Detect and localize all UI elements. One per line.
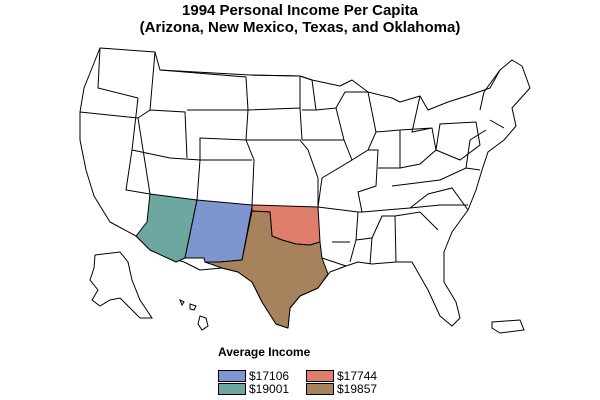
legend-item-19001: $19001 (218, 383, 289, 395)
state-texas (204, 210, 329, 329)
legend-label: $19857 (337, 382, 378, 396)
legend-item-17744: $17744 (306, 370, 377, 382)
legend-label: $19001 (249, 382, 290, 396)
legend-label: $17744 (337, 369, 378, 383)
alaska (89, 251, 153, 319)
legend-title: Average Income (218, 345, 311, 359)
legend-swatch (218, 383, 246, 395)
map-subtitle: (Arizona, New Mexico, Texas, and Oklahom… (139, 19, 461, 36)
map-title: 1994 Personal Income Per Capita (182, 2, 418, 19)
puerto-rico (491, 319, 525, 334)
legend-swatch (306, 383, 334, 395)
legend-item-17106: $17106 (218, 370, 289, 382)
hawaii (179, 298, 209, 331)
legend-swatch (306, 370, 334, 382)
legend-swatch (218, 370, 246, 382)
state-new-mexico (184, 199, 253, 263)
legend-item-19857: $19857 (306, 383, 377, 395)
state-borders (79, 47, 505, 267)
legend-label: $17106 (249, 369, 290, 383)
